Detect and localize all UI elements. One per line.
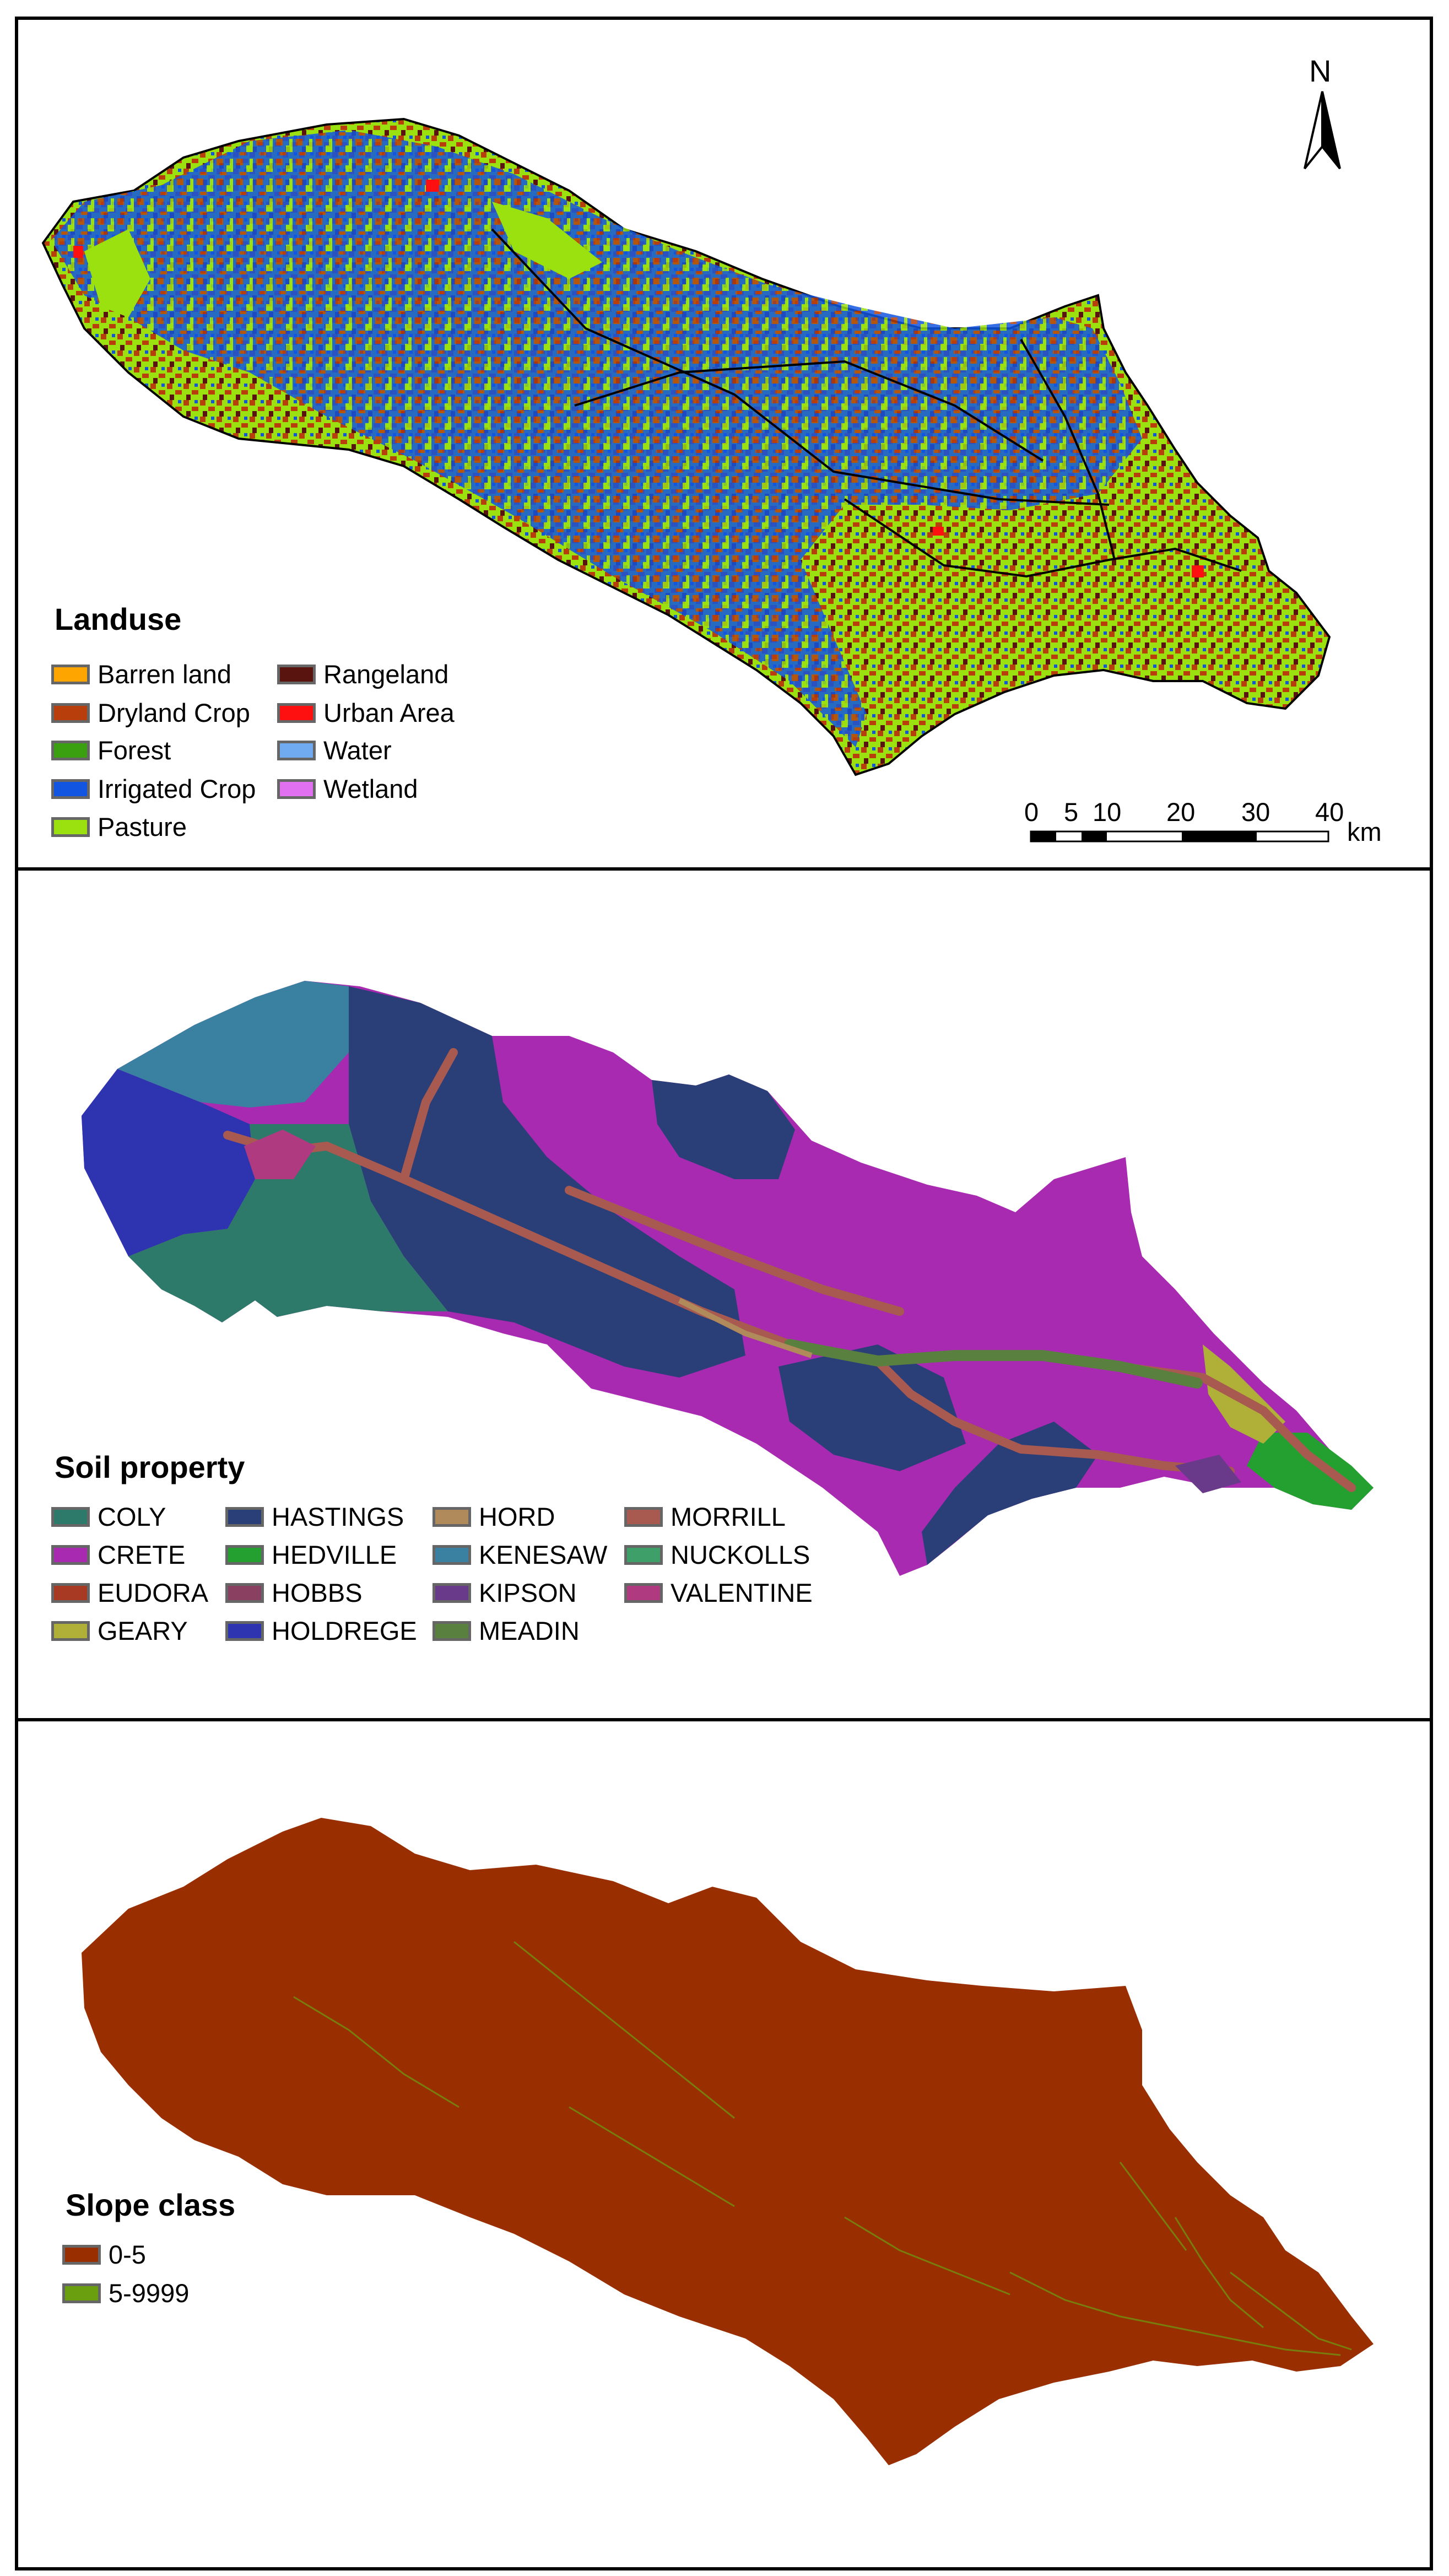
legend-swatch — [62, 2283, 101, 2303]
slope-map — [82, 1818, 1374, 2465]
legend-swatch — [51, 1506, 90, 1527]
legend-item-geary: GEARY — [51, 1616, 188, 1646]
soil-legend-title: Soil property — [55, 1450, 245, 1484]
legend-item-slope-5-9999: 5-9999 — [62, 2278, 189, 2308]
legend-swatch — [624, 1583, 663, 1603]
legend-swatch — [51, 740, 90, 760]
north-label: N — [1309, 53, 1332, 88]
legend-swatch — [51, 1583, 90, 1603]
legend-swatch — [277, 664, 316, 684]
legend-item-holdrege: HOLDREGE — [225, 1616, 417, 1646]
legend-swatch — [62, 2244, 101, 2265]
legend-item-rangeland: Rangeland — [277, 659, 448, 689]
scale-tick-30: 30 — [1241, 797, 1270, 827]
legend-item-hedville: HEDVILLE — [225, 1540, 397, 1570]
legend-item-kipson: KIPSON — [432, 1578, 577, 1608]
legend-item-forest: Forest — [51, 735, 171, 765]
legend-swatch — [225, 1506, 264, 1527]
legend-swatch — [51, 703, 90, 723]
north-arrow-icon — [1304, 91, 1341, 170]
legend-item-water: Water — [277, 735, 392, 765]
legend-item-hobbs: HOBBS — [225, 1578, 363, 1608]
legend-swatch — [432, 1506, 471, 1527]
legend-item-valentine: VALENTINE — [624, 1578, 813, 1608]
legend-item-hastings: HASTINGS — [225, 1502, 404, 1532]
scale-bar — [1030, 830, 1329, 843]
landuse-legend-title: Landuse — [55, 602, 182, 636]
landuse-map-panel: N 0 5 10 20 30 40 km Landuse Barren land… — [15, 17, 1433, 871]
legend-item-irrigated-crop: Irrigated Crop — [51, 774, 256, 804]
legend-swatch — [51, 817, 90, 837]
legend-item-slope-0-5: 0-5 — [62, 2239, 146, 2270]
slope-map-panel: Slope class 0-5 5-9999 — [15, 1718, 1433, 2570]
scale-tick-5: 5 — [1064, 797, 1079, 827]
legend-swatch — [277, 779, 316, 799]
legend-item-coly: COLY — [51, 1502, 166, 1532]
legend-item-urban-area: Urban Area — [277, 698, 455, 728]
legend-swatch — [432, 1544, 471, 1565]
soil-map — [82, 981, 1374, 1576]
legend-swatch — [432, 1621, 471, 1641]
legend-item-pasture: Pasture — [51, 812, 187, 842]
legend-swatch — [277, 703, 316, 723]
scale-unit: km — [1347, 817, 1382, 846]
legend-swatch — [51, 1621, 90, 1641]
legend-item-dryland-crop: Dryland Crop — [51, 698, 250, 728]
legend-item-kenesaw: KENESAW — [432, 1540, 607, 1570]
legend-swatch — [277, 740, 316, 760]
legend-swatch — [51, 1544, 90, 1565]
legend-item-barren-land: Barren land — [51, 659, 231, 689]
legend-item-nuckolls: NUCKOLLS — [624, 1540, 810, 1570]
legend-swatch — [51, 664, 90, 684]
legend-swatch — [432, 1583, 471, 1603]
slope-legend-title: Slope class — [66, 2188, 236, 2222]
landuse-map — [41, 91, 1341, 843]
legend-swatch — [225, 1583, 264, 1603]
legend-swatch — [624, 1506, 663, 1527]
legend-item-eudora: EUDORA — [51, 1578, 208, 1608]
legend-swatch — [51, 779, 90, 799]
legend-item-wetland: Wetland — [277, 774, 418, 804]
legend-swatch — [225, 1621, 264, 1641]
slope-watershed — [82, 1818, 1374, 2465]
legend-item-hord: HORD — [432, 1502, 555, 1532]
legend-swatch — [225, 1544, 264, 1565]
scale-tick-10: 10 — [1093, 797, 1122, 827]
legend-item-meadin: MEADIN — [432, 1616, 580, 1646]
scale-tick-0: 0 — [1024, 797, 1039, 827]
scale-tick-20: 20 — [1166, 797, 1196, 827]
soil-map-panel: Soil property COLY CRETE EUDORA GEARY HA… — [15, 867, 1433, 1721]
legend-item-crete: CRETE — [51, 1540, 185, 1570]
legend-item-morrill: MORRILL — [624, 1502, 786, 1532]
legend-swatch — [624, 1544, 663, 1565]
scale-tick-40: 40 — [1315, 797, 1344, 827]
